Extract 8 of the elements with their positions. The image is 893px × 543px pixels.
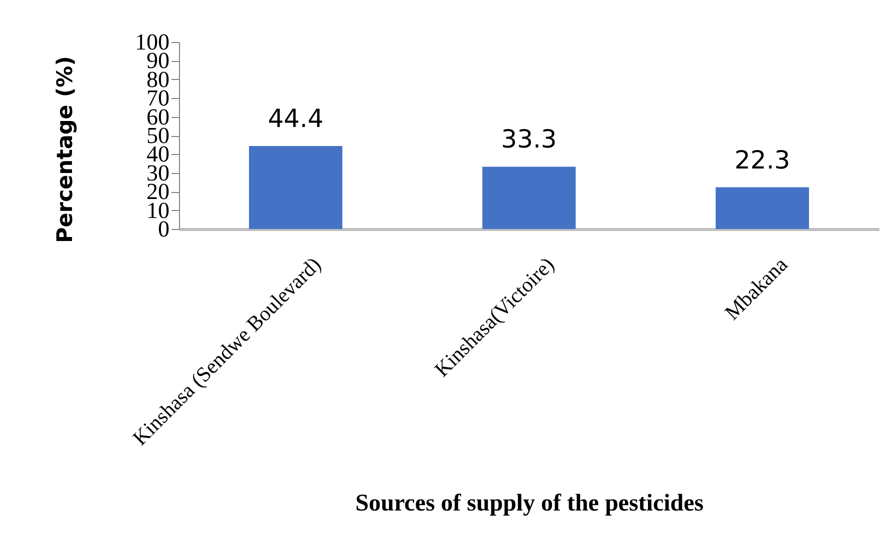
x-axis-title: Sources of supply of the pesticides: [355, 490, 704, 516]
y-axis-title: Percentage (%): [53, 56, 78, 244]
data-label: 22.3: [734, 145, 790, 174]
bar: [482, 166, 576, 229]
bar: [716, 187, 809, 229]
data-label: 44.4: [268, 104, 324, 133]
data-label: 33.3: [501, 124, 557, 154]
bar: [249, 146, 342, 229]
